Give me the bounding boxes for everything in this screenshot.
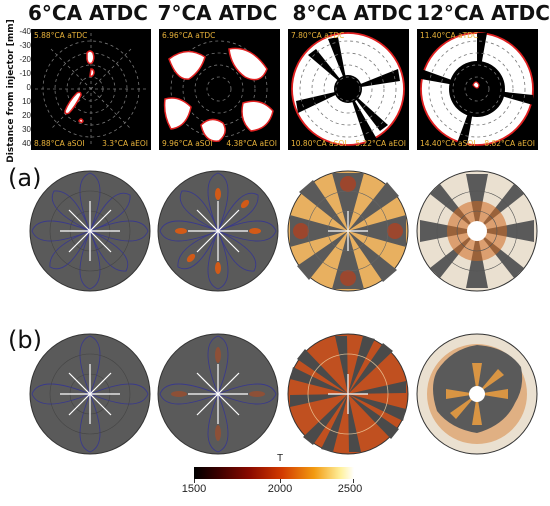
y-tick: 40 (22, 139, 31, 148)
flame-image-2 (163, 40, 274, 142)
flame-image-panel-3: 7.80°CA aTDC 10.80°CA aSOI 5.22°CA aEOI (288, 29, 409, 150)
panel-4-bottom-right-label: 8.82°CA aEOI (484, 139, 535, 148)
simulation-disc-a2 (157, 170, 279, 292)
flame-image-4 (420, 32, 534, 146)
flame-image-3 (291, 32, 405, 146)
colorbar-tick-label: 1500 (181, 483, 207, 495)
y-tick: -30 (19, 41, 31, 50)
row-label-b: (b) (8, 326, 42, 354)
colorbar-gradient (194, 467, 354, 479)
flame-image-panel-1: 5.88°CA aTDC 8.88°CA aSOI 3.3°CA aEOI (31, 29, 151, 150)
column-title-2: 7°CA ATDC (157, 1, 278, 25)
panel-2-bottom-right-label: 4.38°CA aEOI (226, 139, 277, 148)
panel-3-bottom-left-label: 10.80°CA aSOI (291, 139, 347, 148)
y-tick: 20 (22, 111, 31, 120)
y-tick: -40 (19, 27, 31, 36)
colorbar-tick-label: 2500 (337, 483, 363, 495)
colorbar-tick-mark (194, 479, 195, 483)
flame-image-panel-4: 11.40°CA aTDC 14.40°CA aSOI 8.82°CA aEOI (417, 29, 538, 150)
panel-3-bottom-right-label: 5.22°CA aEOI (355, 139, 406, 148)
panel-2-bottom-left-label: 9.96°CA aSOI (162, 139, 213, 148)
column-title-4: 12°CA ATDC (416, 1, 550, 25)
simulation-disc-a3 (287, 170, 409, 292)
y-tick: 0 (26, 83, 31, 92)
simulation-disc-a4 (416, 170, 538, 292)
y-tick: 10 (22, 97, 31, 106)
y-tick: 30 (22, 125, 31, 134)
panel-3-top-left-label: 7.80°CA aTDC (291, 31, 345, 40)
colorbar: T 1500 2000 2500 (182, 453, 362, 503)
colorbar-tick-mark (353, 479, 354, 483)
y-tick: -10 (19, 69, 31, 78)
panel-1-bottom-left-label: 8.88°CA aSOI (34, 139, 85, 148)
simulation-disc-b1 (29, 333, 151, 455)
panel-2-top-left-label: 6.96°CA aTDC (162, 31, 216, 40)
flame-image-1 (35, 33, 147, 145)
column-title-1: 6°CA ATDC (28, 1, 148, 25)
flame-image-panel-2: 6.96°CA aTDC 9.96°CA aSOI 4.38°CA aEOI (159, 29, 280, 150)
simulation-disc-b3 (287, 333, 409, 455)
simulation-disc-a1 (29, 170, 151, 292)
panel-4-bottom-left-label: 14.40°CA aSOI (420, 139, 476, 148)
panel-1-top-left-label: 5.88°CA aTDC (34, 31, 88, 40)
column-title-3: 8°CA ATDC (292, 1, 413, 25)
panel-1-bottom-right-label: 3.3°CA aEOI (102, 139, 148, 148)
colorbar-title: T (277, 453, 284, 464)
colorbar-tick-label: 2000 (267, 483, 293, 495)
colorbar-tick-mark (280, 479, 281, 483)
panel-4-top-left-label: 11.40°CA aTDC (420, 31, 479, 40)
y-tick: -20 (19, 55, 31, 64)
simulation-disc-b2 (157, 333, 279, 455)
simulation-disc-b4 (416, 333, 538, 455)
row-label-a: (a) (8, 164, 42, 192)
